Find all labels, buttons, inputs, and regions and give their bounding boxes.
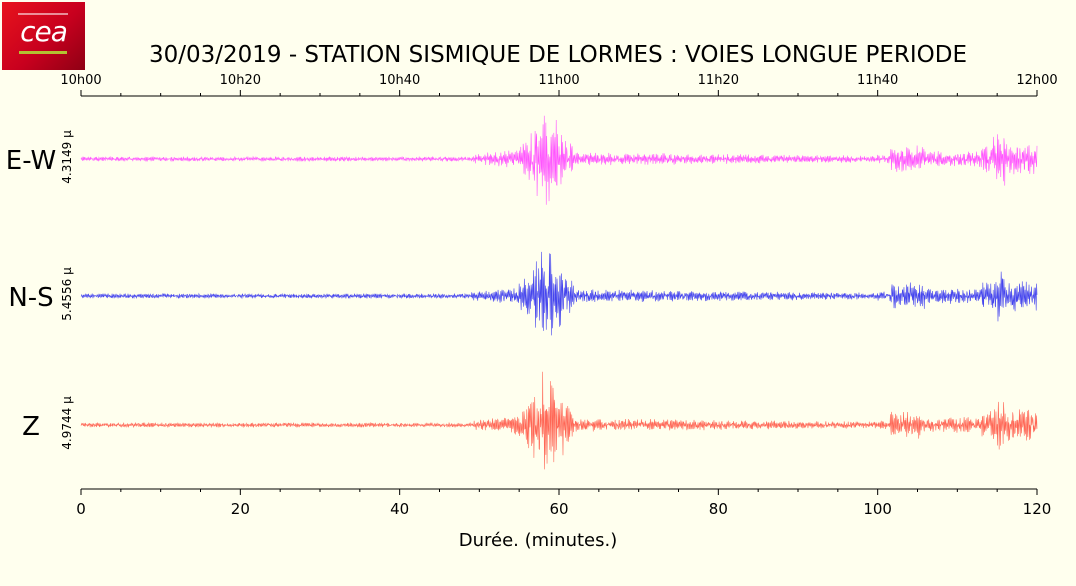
top-tick-label: 11h00 [538, 73, 579, 88]
top-tick-label: 12h00 [1016, 73, 1057, 88]
amplitude-label: 5.4556 µ [60, 267, 74, 321]
bottom-tick-label: 120 [1023, 500, 1052, 518]
x-axis-label: Durée. (minutes.) [459, 530, 618, 551]
bottom-tick-label: 60 [549, 500, 568, 518]
bottom-tick-label: 100 [863, 500, 892, 518]
logo-text: cea [20, 15, 68, 48]
ticks: 0 20 40 60 80 100 120 10h00 10h20 10h40 11h00 11h20… [60, 73, 1057, 518]
channel-label: Z [22, 412, 40, 442]
traces: E-W 4.3149 µ N-S 5.4556 µ Z 4.9744 µ [6, 115, 1038, 470]
bottom-tick-label: 20 [231, 500, 250, 518]
channel-label: N-S [8, 283, 53, 313]
top-tick-label: 11h20 [698, 73, 739, 88]
amplitude-label: 4.3149 µ [60, 130, 74, 184]
amplitude-label: 4.9744 µ [60, 396, 74, 450]
trace-ns [80, 251, 1038, 336]
top-tick-label: 11h40 [857, 73, 898, 88]
bottom-tick-label: 40 [390, 500, 409, 518]
channel-label: E-W [6, 146, 56, 176]
bottom-tick-label: 80 [709, 500, 728, 518]
trace-ew [80, 115, 1038, 205]
bottom-tick-label: 0 [76, 500, 86, 518]
trace-z [80, 371, 1038, 470]
top-tick-label: 10h40 [379, 73, 420, 88]
top-tick-label: 10h20 [220, 73, 261, 88]
cea-logo: cea [2, 2, 85, 70]
chart-title: 30/03/2019 - STATION SISMIQUE DE LORMES … [149, 42, 967, 68]
top-tick-label: 10h00 [60, 73, 101, 88]
